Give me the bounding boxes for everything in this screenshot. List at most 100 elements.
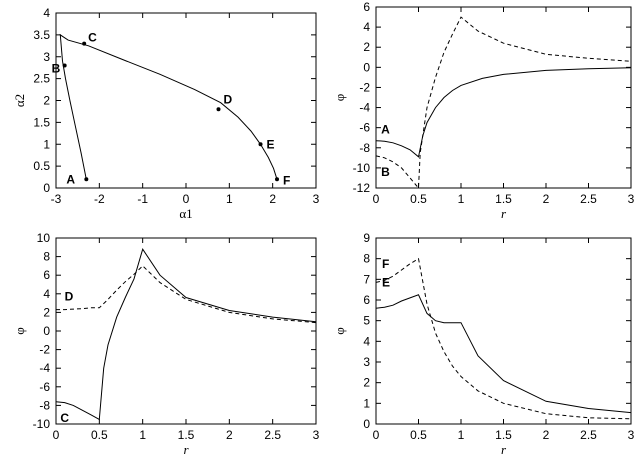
- y-tick-label: 8: [43, 250, 50, 264]
- x-tick-label: 0.5: [410, 428, 427, 442]
- y-tick-label: 6: [363, 0, 370, 14]
- y-tick-label: 3: [363, 355, 370, 369]
- x-tick-label: 1: [226, 192, 233, 206]
- y-tick-label: 10: [37, 231, 51, 245]
- y-tick-label: 9: [363, 231, 370, 245]
- y-axis-label: φ: [12, 327, 27, 335]
- x-tick-label: 3: [628, 192, 635, 206]
- x-tick-label: 3: [628, 428, 635, 442]
- y-tick-label: -2: [359, 80, 370, 94]
- y-tick-label: 6: [363, 293, 370, 307]
- y-tick-label: 0: [363, 60, 370, 74]
- series-line: [59, 33, 278, 180]
- x-tick-label: 0: [53, 428, 60, 442]
- point-c: [82, 41, 87, 46]
- x-tick-label: -1: [137, 192, 148, 206]
- y-tick-label: -2: [39, 343, 50, 357]
- y-tick-label: 7: [363, 272, 370, 286]
- point-label-e: E: [267, 137, 275, 151]
- x-tick-label: 2: [543, 192, 550, 206]
- y-tick-label: 5: [363, 314, 370, 328]
- series-line-d: [56, 265, 316, 324]
- x-axis-label: r: [501, 206, 507, 221]
- plot-frame: [55, 237, 317, 425]
- y-tick-label: 6: [43, 268, 50, 282]
- y-tick-label: -4: [39, 361, 50, 375]
- y-tick-label: 2: [363, 40, 370, 54]
- y-axis-label: φ: [332, 94, 347, 102]
- y-tick-label: 1.5: [33, 115, 50, 129]
- series-label-e: E: [382, 276, 390, 290]
- y-tick-label: 0: [363, 417, 370, 431]
- point-b: [62, 63, 67, 68]
- x-tick-label: 1.5: [495, 192, 512, 206]
- point-e: [258, 142, 263, 147]
- y-tick-label: 2: [43, 94, 50, 108]
- y-tick-label: -12: [353, 181, 371, 195]
- x-tick-label: 1: [139, 428, 146, 442]
- y-tick-label: -6: [39, 380, 50, 394]
- y-tick-label: 0.5: [33, 159, 50, 173]
- series-line-e: [376, 294, 631, 414]
- x-tick-label: -3: [51, 192, 62, 206]
- point-label-f: F: [283, 173, 290, 187]
- x-tick-label: 3: [313, 192, 320, 206]
- x-axis-label: α1: [179, 206, 192, 221]
- x-tick-label: 0: [183, 192, 190, 206]
- chart-panel-3: 0 0.5 1 1.5 2 2.5 3 -10 -8 -6 -4 -2 0 2 4 6 8 10 r φ C D: [12, 231, 320, 457]
- series-label-d: D: [65, 289, 74, 303]
- x-tick-label: 2: [226, 428, 233, 442]
- x-axis-label: r: [501, 442, 507, 457]
- y-tick-label: 0: [43, 324, 50, 338]
- x-tick-label: 3: [313, 428, 320, 442]
- point-label-b: B: [52, 62, 61, 76]
- x-tick-label: 2.5: [580, 428, 597, 442]
- y-tick-label: 8: [363, 252, 370, 266]
- plot-frame: [375, 6, 632, 189]
- y-axis-label: α2: [12, 94, 27, 107]
- point-f: [275, 177, 279, 182]
- x-tick-label: 2: [543, 428, 550, 442]
- y-tick-label: 1: [43, 137, 50, 151]
- point-d: [216, 107, 221, 112]
- x-tick-label: 2: [269, 192, 276, 206]
- x-tick-label: 2.5: [580, 192, 597, 206]
- point-a: [84, 177, 89, 182]
- chart-panel-2: 0 0.5 1 1.5 2 2.5 3 -12 -10 -8 -6 -4 -2 0 2 4 6 r φ A B: [332, 0, 635, 221]
- y-tick-label: -4: [359, 101, 370, 115]
- y-tick-label: 1: [363, 396, 370, 410]
- x-tick-label: 1.5: [495, 428, 512, 442]
- y-axis-label: φ: [332, 327, 347, 335]
- x-tick-label: 1: [458, 192, 465, 206]
- y-tick-label: -6: [359, 121, 370, 135]
- chart-panel-1: -3 -2 -1 0 1 2 3 0 0.5 1 1.5 2 2.5 3 3.5 4 α1 α2 A B C D E F: [12, 6, 320, 221]
- x-tick-label: 1.5: [178, 428, 195, 442]
- x-tick-label: 0: [373, 428, 380, 442]
- y-tick-label: 4: [363, 334, 370, 348]
- y-tick-label: -10: [33, 417, 51, 431]
- y-tick-label: 4: [43, 287, 50, 301]
- series-line-c: [56, 248, 316, 421]
- y-tick-label: 2: [43, 305, 50, 319]
- series-line-a: [376, 67, 631, 158]
- x-tick-label: 0: [373, 192, 380, 206]
- series-line-b: [376, 16, 631, 188]
- x-tick-label: -2: [94, 192, 105, 206]
- y-tick-label: 2.5: [33, 72, 50, 86]
- y-tick-label: 4: [363, 20, 370, 34]
- y-tick-label: 3.5: [33, 28, 50, 42]
- series-label-a: A: [381, 123, 390, 137]
- x-tick-label: 2.5: [264, 428, 281, 442]
- series-line-f: [376, 257, 631, 420]
- y-tick-label: 0: [43, 181, 50, 195]
- series-label-c: C: [60, 411, 69, 425]
- y-tick-label: -8: [359, 141, 370, 155]
- point-label-a: A: [66, 172, 75, 186]
- chart-panel-4: 0 0.5 1 1.5 2 2.5 3 0 1 2 3 4 5 6 7 8 9 r φ EF: [332, 231, 635, 457]
- x-axis-label: r: [183, 442, 189, 457]
- y-tick-label: 4: [43, 6, 50, 20]
- y-tick-label: 3: [43, 50, 50, 64]
- x-tick-label: 0.5: [91, 428, 108, 442]
- x-tick-label: 1: [458, 428, 465, 442]
- point-label-d: D: [224, 92, 233, 106]
